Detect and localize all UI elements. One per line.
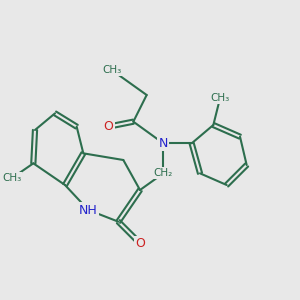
Text: CH₂: CH₂	[154, 168, 173, 178]
Text: CH₃: CH₃	[210, 93, 230, 103]
Text: O: O	[135, 237, 145, 250]
Text: N: N	[159, 137, 168, 150]
Text: CH₃: CH₃	[2, 173, 21, 183]
Text: CH₃: CH₃	[102, 65, 121, 75]
Text: NH: NH	[79, 203, 98, 217]
Text: O: O	[103, 120, 113, 133]
